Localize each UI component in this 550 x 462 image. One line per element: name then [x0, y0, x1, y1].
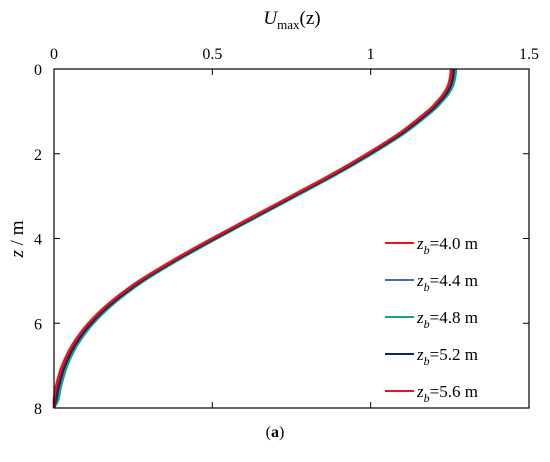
panel-label-close: )	[279, 424, 285, 441]
x-tick-label: 1.5	[519, 46, 539, 63]
legend-label-2: zb=4.4 m	[416, 271, 478, 294]
panel-label: (a)	[0, 424, 550, 442]
x-tick-label: 0	[50, 46, 58, 63]
y-tick-label: 8	[34, 401, 42, 418]
x-axis-label-tail: (z)	[300, 8, 321, 29]
series-line-4	[52, 68, 456, 409]
x-axis-label: Umax(z)	[263, 8, 320, 32]
legend-label-4: zb=5.2 m	[416, 345, 478, 368]
y-tick-label: 0	[34, 62, 42, 79]
legend-label-5: zb=5.6 m	[416, 382, 478, 405]
legend-label-1: zb=4.0 m	[416, 234, 478, 257]
plot-frame	[53, 68, 530, 409]
y-axis-label-tail: / m	[7, 220, 28, 250]
series-line-5	[52, 68, 453, 409]
y-axis-label-main: z	[7, 249, 28, 258]
y-tick-label: 6	[34, 316, 42, 333]
x-axis-label-main: U	[263, 8, 278, 29]
svg-text:z / m: z / m	[7, 220, 28, 258]
y-tick-label: 2	[34, 147, 42, 164]
x-axis-label-sub: max	[277, 17, 300, 32]
x-tick-label: 1	[367, 46, 375, 63]
y-axis-label: z / m	[7, 220, 28, 258]
x-tick-label: 0.5	[202, 46, 222, 63]
series-line-2	[52, 68, 457, 409]
series-line-3	[53, 68, 458, 409]
panel-label-letter: a	[271, 424, 279, 441]
svg-text:Umax(z): Umax(z)	[263, 8, 320, 32]
panel-label-open: (	[265, 424, 271, 441]
y-tick-label: 4	[34, 232, 42, 249]
series-layer	[52, 68, 458, 409]
series-line-1	[52, 68, 455, 409]
legend-label-3: zb=4.8 m	[416, 308, 478, 331]
legend: zb=4.0 m zb=4.4 m zb=4.8 m zb=5.2 m zb=5.6 m	[385, 234, 478, 405]
